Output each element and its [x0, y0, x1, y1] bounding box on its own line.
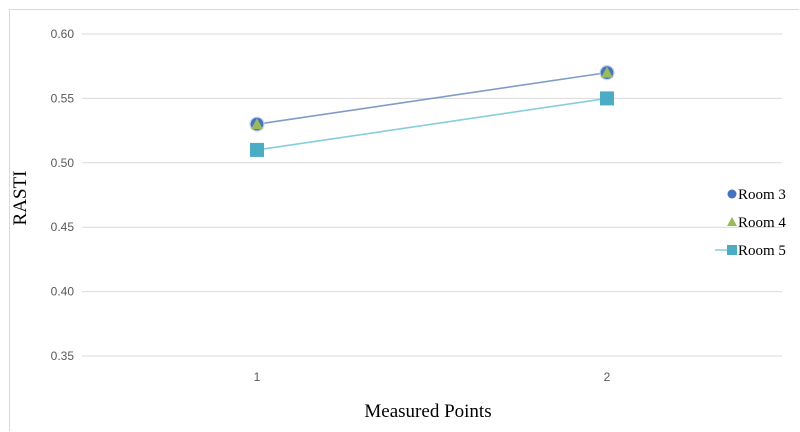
x-axis-title: Measured Points [364, 401, 491, 422]
legend-item-room-4: Room 4 [727, 215, 786, 231]
y-tick-label: 0.35 [51, 349, 75, 363]
y-tick-label: 0.55 [51, 91, 75, 105]
series-lines [256, 71, 608, 151]
legend-marker-room-5 [727, 245, 737, 255]
chart-frame [9, 9, 799, 431]
y-tick-label: 0.60 [51, 27, 75, 41]
data-point-room-4 [601, 66, 613, 78]
legend-item-room-3: Room 3 [727, 187, 786, 203]
x-tick-label: 2 [604, 370, 611, 384]
gridlines [82, 33, 782, 357]
series-line-room-5 [256, 97, 608, 151]
series-markers [249, 65, 615, 157]
y-axis-title: RASTI [10, 171, 31, 226]
legend-label-room-5: Room 5 [738, 243, 786, 259]
y-tick-label: 0.50 [51, 156, 75, 170]
legend-item-room-5: Room 5 [715, 243, 786, 259]
y-axis-ticks: 0.35 0.40 0.45 0.50 0.55 0.60 [51, 27, 75, 363]
legend-marker-room-4 [727, 217, 737, 226]
data-point-room-4 [251, 118, 263, 130]
legend: Room 3 Room 4 Room 5 [715, 187, 786, 259]
y-tick-label: 0.45 [51, 220, 75, 234]
x-tick-label: 1 [254, 370, 261, 384]
y-tick-label: 0.40 [51, 285, 75, 299]
data-point-room-5 [250, 142, 264, 157]
series-line-room-3 [256, 71, 608, 125]
legend-marker-room-3 [727, 189, 737, 199]
data-point-room-5 [600, 91, 614, 106]
legend-label-room-4: Room 4 [738, 215, 786, 231]
legend-label-room-3: Room 3 [738, 187, 786, 203]
